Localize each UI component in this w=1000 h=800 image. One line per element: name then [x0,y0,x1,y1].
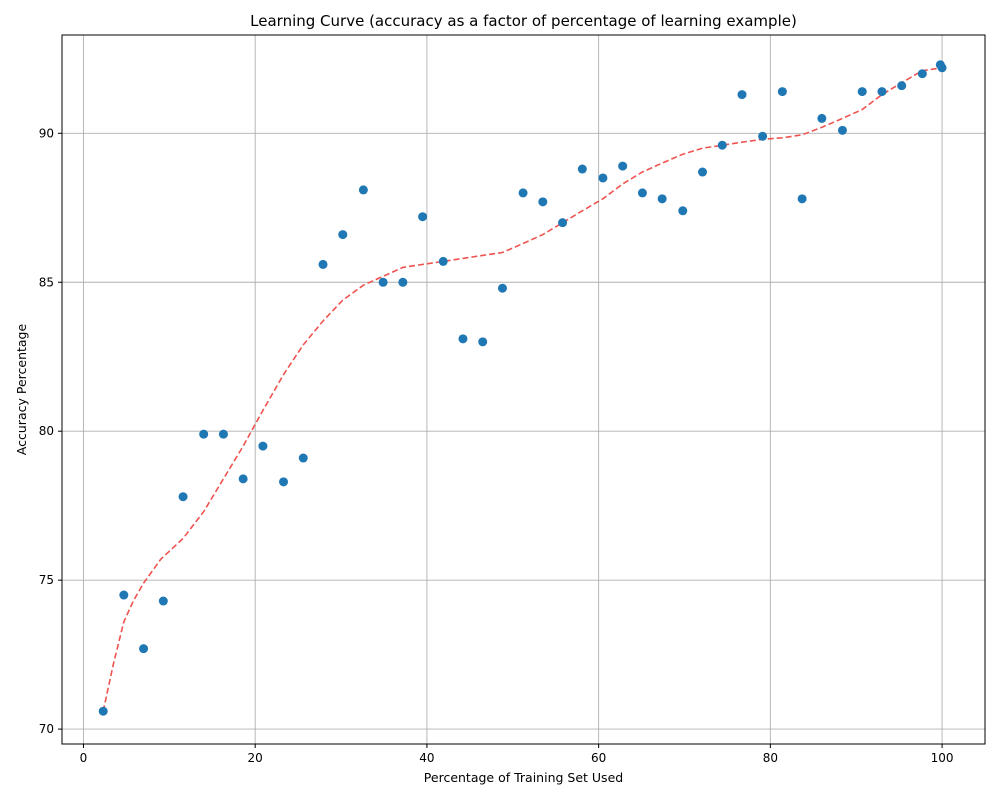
data-point [897,81,907,91]
data-point [737,90,747,100]
data-point [398,277,408,287]
y-tick-label: 85 [39,275,54,289]
data-point [837,125,847,135]
data-point [98,706,108,716]
data-point [618,161,628,171]
data-point [199,429,209,439]
data-point [917,69,927,79]
y-tick-label: 75 [39,573,54,587]
y-tick-label: 70 [39,722,54,736]
data-point [558,218,568,228]
data-point [518,188,528,198]
data-point [478,337,488,347]
x-tick-label: 80 [763,751,778,765]
data-point [298,453,308,463]
data-point [279,477,289,487]
data-point [678,206,688,216]
data-point [218,429,228,439]
y-tick-label: 90 [39,126,54,140]
data-point [717,140,727,150]
data-point [538,197,548,207]
data-point [458,334,468,344]
x-tick-label: 0 [80,751,88,765]
data-point [777,87,787,97]
trend-line [102,67,943,712]
x-axis-ticks: 0 20 40 60 80 100 [80,744,954,765]
data-point [698,167,708,177]
data-point [158,596,168,606]
y-axis-ticks: 70 75 80 85 90 [39,126,62,736]
data-points [98,60,947,716]
grid [62,35,985,744]
data-point [119,590,129,600]
chart-title: Learning Curve (accuracy as a factor of … [250,12,797,30]
data-point [139,644,149,654]
data-point [358,185,368,195]
data-point [497,283,507,293]
plot-frame [61,34,986,745]
y-tick-label: 80 [39,424,54,438]
data-point [577,164,587,174]
data-point [418,212,428,222]
data-point [598,173,608,183]
x-axis-label: Percentage of Training Set Used [424,770,623,785]
data-point [258,441,268,451]
data-point [797,194,807,204]
data-point [378,277,388,287]
data-point [637,188,647,198]
y-axis-label: Accuracy Percentage [14,324,29,456]
data-point [318,259,328,269]
x-tick-label: 40 [419,751,434,765]
data-point [238,474,248,484]
data-point [178,492,188,502]
data-point [758,131,768,141]
data-point [338,230,348,240]
data-point [438,256,448,266]
x-tick-label: 20 [248,751,263,765]
x-tick-label: 60 [591,751,606,765]
data-point [817,113,827,123]
x-tick-label: 100 [931,751,954,765]
data-point [657,194,667,204]
data-point [877,87,887,97]
data-point [935,60,945,70]
data-point [857,87,867,97]
